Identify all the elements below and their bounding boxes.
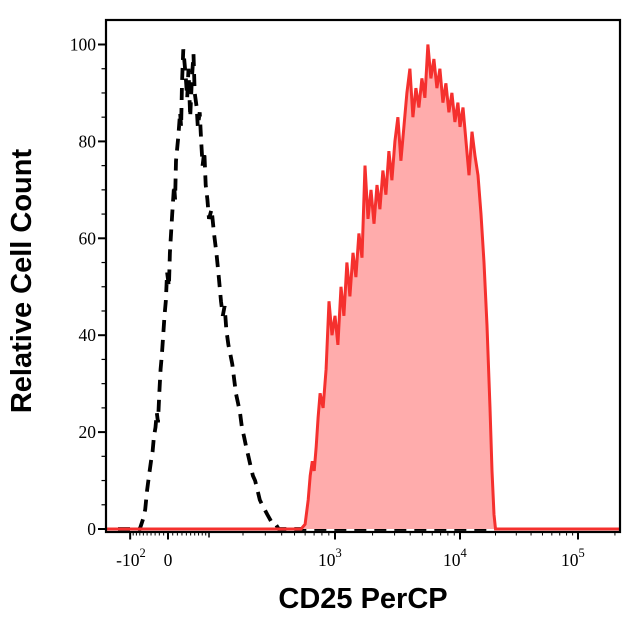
x-tick-label: 103 xyxy=(318,546,342,570)
series-line-1 xyxy=(106,44,620,531)
y-tick-label: 40 xyxy=(79,325,97,345)
series-layer xyxy=(106,44,620,531)
x-tick-label: 104 xyxy=(443,546,468,570)
x-tick-label: -102 xyxy=(116,546,146,570)
y-tick-label: 0 xyxy=(87,519,96,539)
x-tick-label: 105 xyxy=(561,546,585,570)
y-axis-title: Relative Cell Count xyxy=(6,149,38,414)
x-tick-label: 0 xyxy=(164,550,173,570)
plot-frame xyxy=(104,18,622,534)
x-axis-title: CD25 PerCP xyxy=(278,583,447,615)
y-tick-label: 20 xyxy=(79,422,97,442)
tick-label-layer: 0 20 40 60 80 100 -102 0 103 104 105 xyxy=(70,35,585,571)
series-fill-1 xyxy=(106,44,620,529)
tick-layer xyxy=(98,43,616,540)
series-line-0 xyxy=(118,49,491,531)
y-tick-label: 60 xyxy=(79,228,97,248)
y-tick-label: 100 xyxy=(70,35,97,55)
y-tick-label: 80 xyxy=(79,131,97,151)
